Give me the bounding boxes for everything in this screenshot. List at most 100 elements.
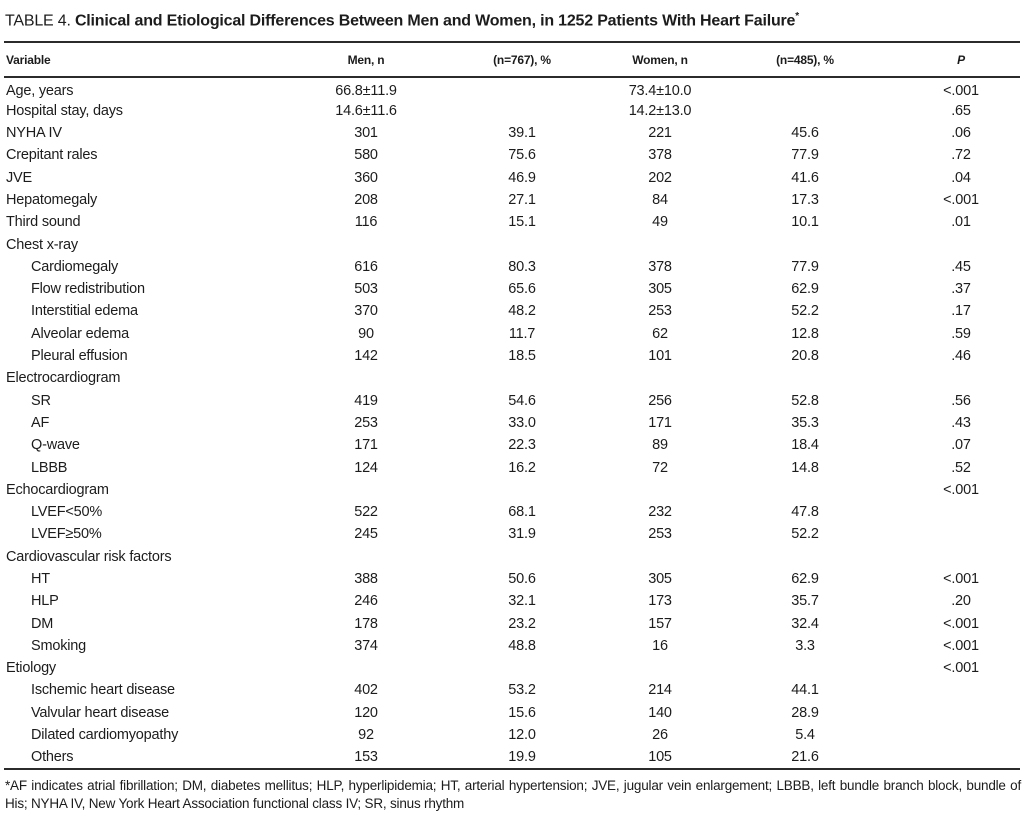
women-pct-value: 18.4 (791, 437, 819, 454)
p-value (902, 679, 1020, 701)
row-label: Q-wave (31, 437, 80, 454)
row-label: LVEF≥50% (31, 526, 102, 543)
table-row: LVEF<50% 522 68.1 232 47.8 (4, 501, 1020, 523)
women-pct-value: 12.8 (791, 325, 819, 342)
p-value (902, 523, 1020, 545)
women-n-value: 305 (648, 571, 672, 587)
table-row: Smoking 374 48.8 16 3.3 <.001 (4, 635, 1020, 657)
table-header: Variable Men, n (n=767), % Women, n (n=4… (4, 41, 1020, 79)
men-pct-value: 54.6 (508, 392, 536, 409)
row-label: HLP (31, 593, 59, 610)
table-row-group: Cardiovascular risk factors (4, 546, 1020, 568)
men-pct-value: 23.2 (508, 615, 536, 632)
p-value: .59 (951, 325, 971, 342)
p-value: .06 (951, 125, 971, 142)
men-n-value: 208 (354, 191, 378, 208)
row-label: DM (31, 615, 54, 632)
women-n-value (612, 546, 708, 568)
row-label: Smoking (31, 637, 87, 654)
p-value: .17 (951, 303, 971, 320)
women-n-value: 105 (648, 748, 672, 765)
p-value: .56 (951, 392, 971, 409)
men-n-value (300, 479, 432, 501)
men-n-value: 124 (354, 459, 378, 476)
women-pct-value: 10.1 (791, 214, 819, 231)
men-n-value: 402 (354, 682, 378, 699)
women-pct-value: 28.9 (791, 704, 819, 721)
men-pct-value: 48.2 (508, 303, 536, 320)
women-pct-value: 77.9 (791, 258, 819, 275)
women-n-value (612, 479, 708, 501)
p-value (902, 702, 1020, 724)
p-value (902, 746, 1020, 768)
women-pct-value: 32.4 (791, 615, 819, 632)
table-footnote: *AF indicates atrial fibrillation; DM, d… (5, 777, 1021, 812)
row-label: LVEF<50% (31, 504, 103, 521)
row-label: HT (31, 571, 50, 587)
women-n-value: 49 (652, 214, 668, 231)
row-label: Flow redistribution (31, 281, 145, 298)
men-pct-value: 68.1 (508, 504, 536, 521)
women-n-value: 221 (648, 125, 672, 142)
women-pct-value: 52.8 (791, 392, 819, 409)
row-label: Electrocardiogram (6, 370, 121, 387)
men-pct-value: 65.6 (508, 281, 536, 298)
table-row: Cardiomegaly 616 80.3 378 77.9 .45 (4, 256, 1020, 278)
table-row: Valvular heart disease 120 15.6 140 28.9 (4, 702, 1020, 724)
men-pct-value (432, 546, 612, 568)
men-pct-value: 31.9 (508, 526, 536, 543)
p-value: <.001 (943, 83, 979, 100)
women-n-value: 256 (648, 392, 672, 409)
row-label: Hepatomegaly (6, 191, 98, 208)
header-row: Variable Men, n (n=767), % Women, n (n=4… (4, 41, 1020, 79)
men-n-value: 360 (354, 169, 378, 186)
women-n-value: 157 (648, 615, 672, 632)
women-pct-value: 35.3 (791, 414, 819, 431)
men-pct-value: 15.1 (508, 214, 536, 231)
p-value: <.001 (943, 615, 979, 632)
row-label: AF (31, 414, 50, 431)
men-pct-value: 22.3 (508, 437, 536, 454)
men-pct-value: 16.2 (508, 459, 536, 476)
p-value: .01 (951, 214, 971, 231)
col-header-women-pct: (n=485), % (708, 41, 902, 79)
men-n-value: 522 (354, 504, 378, 521)
men-n-value (300, 657, 432, 679)
men-n-value: 419 (354, 392, 378, 409)
men-pct-value: 33.0 (508, 414, 536, 431)
p-value: .37 (951, 281, 971, 298)
women-n-value: 72 (652, 459, 668, 476)
women-pct-value (708, 100, 902, 122)
men-pct-value: 50.6 (508, 571, 536, 587)
p-value: .07 (951, 437, 971, 454)
men-n-value: 120 (354, 704, 378, 721)
table-row: AF 253 33.0 171 35.3 .43 (4, 412, 1020, 434)
women-pct-value: 21.6 (791, 748, 819, 765)
table-row-group: Etiology <.001 (4, 657, 1020, 679)
table-row-group: Chest x-ray (4, 233, 1020, 255)
p-value (902, 546, 1020, 568)
men-pct-value: 48.8 (508, 637, 536, 654)
table-row-group: Hepatomegaly 208 27.1 84 17.3 <.001 (4, 189, 1020, 211)
col-header-variable: Variable (4, 41, 300, 79)
women-pct-value (708, 657, 902, 679)
men-pct-value (432, 77, 612, 99)
table-row-group: JVE 360 46.9 202 41.6 .04 (4, 167, 1020, 189)
women-n-value: 171 (648, 414, 672, 431)
women-n-value (612, 367, 708, 389)
men-pct-value (432, 233, 612, 255)
row-label: Etiology (6, 660, 56, 677)
row-label: Age, years (6, 83, 74, 100)
row-label: Chest x-ray (6, 236, 78, 253)
table-title: TABLE 4. Clinical and Etiological Differ… (5, 6, 1020, 32)
women-pct-value (708, 479, 902, 501)
p-value: .20 (951, 593, 971, 610)
men-pct-value (432, 479, 612, 501)
men-n-value: 370 (354, 303, 378, 320)
p-value: .04 (951, 169, 971, 186)
table-row-group: Hospital stay, days 14.6±11.6 14.2±13.0 .65 (4, 100, 1020, 122)
men-n-value: 388 (354, 571, 378, 587)
men-n-value (300, 367, 432, 389)
col-header-p: P (902, 41, 1020, 79)
p-value: .43 (951, 414, 971, 431)
